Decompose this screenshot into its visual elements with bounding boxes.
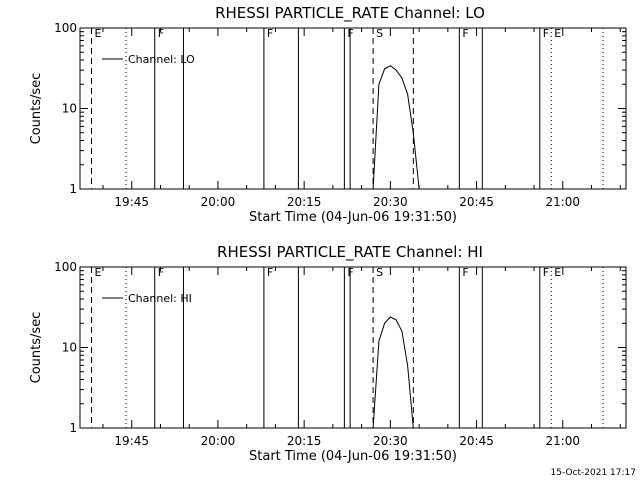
y-tick-label: 100 [54, 21, 77, 35]
x-tick-label: 20:30 [373, 195, 408, 209]
x-tick-label: 20:45 [459, 434, 494, 448]
y-tick-label: 1 [69, 421, 77, 435]
legend-entry: Channel: LO [128, 53, 195, 66]
x-tick-label: 20:15 [287, 434, 322, 448]
x-tick-label: 20:45 [459, 195, 494, 209]
x-tick-label: 19:45 [114, 195, 149, 209]
footer-timestamp: 15-Oct-2021 17:17 [551, 468, 636, 478]
y-axis-label: Counts/sec [29, 312, 44, 384]
event-flag: E [554, 27, 561, 40]
y-tick-label: 1 [69, 182, 77, 196]
x-tick-label: 20:30 [373, 434, 408, 448]
event-flag: F [158, 266, 164, 279]
chart-panel-lo: RHESSI PARTICLE_RATE Channel: LO 1 10 100 19… [29, 4, 627, 225]
event-flag: F [543, 266, 549, 279]
x-tick-label: 20:00 [201, 195, 236, 209]
event-flag: F [158, 27, 164, 40]
x-axis-label: Start Time (04-Jun-06 19:31:50) [249, 449, 457, 464]
event-flag: E [94, 266, 101, 279]
chart-title: RHESSI PARTICLE_RATE Channel: HI [217, 243, 483, 262]
x-tick-label: 20:00 [201, 434, 236, 448]
event-flag: F [462, 266, 468, 279]
chart-title: RHESSI PARTICLE_RATE Channel: LO [215, 4, 485, 23]
chart-panels: RHESSI PARTICLE_RATE Channel: LO 1 10 100 19… [29, 4, 627, 464]
event-flag: S [376, 266, 383, 279]
y-axis-label: Counts/sec [29, 73, 44, 145]
event-flag: F [543, 27, 549, 40]
x-tick-label: 21:00 [545, 195, 580, 209]
x-tick-label: 19:45 [114, 434, 149, 448]
event-flag: F [462, 27, 468, 40]
chart-panel-hi: RHESSI PARTICLE_RATE Channel: HI 1 10 100 19… [29, 243, 627, 464]
series-line [372, 316, 414, 429]
y-tick-label: 10 [62, 341, 77, 355]
event-flag: F [267, 27, 273, 40]
series-line [372, 65, 420, 190]
y-tick-label: 10 [62, 102, 77, 116]
event-flag: S [376, 27, 383, 40]
x-axis-label: Start Time (04-Jun-06 19:31:50) [249, 210, 457, 225]
x-tick-label: 21:00 [545, 434, 580, 448]
x-tick-label: 20:15 [287, 195, 322, 209]
event-flag: E [554, 266, 561, 279]
event-flag: F [267, 266, 273, 279]
event-flag: E [94, 27, 101, 40]
legend-entry: Channel: HI [128, 292, 192, 305]
y-tick-label: 100 [54, 260, 77, 274]
